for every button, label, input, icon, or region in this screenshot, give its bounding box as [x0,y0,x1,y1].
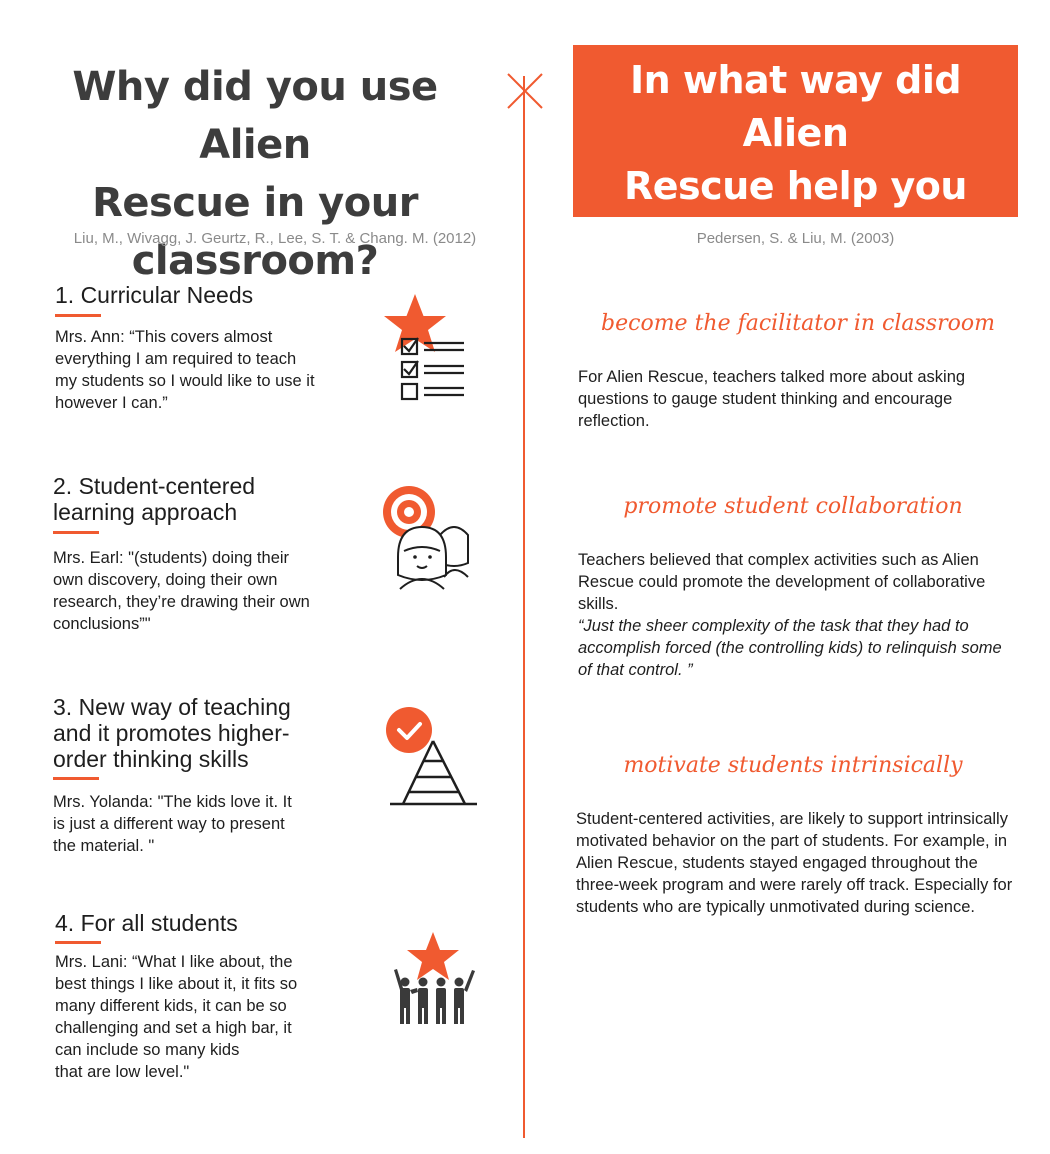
section-4-quote: Mrs. Lani: “What I like about, the best … [55,953,298,1081]
section-title-line: order thinking skills [53,746,249,772]
section-title-line: 3. New way of teaching [53,694,291,720]
right-heading-2: promote student collaboration [623,494,963,519]
right-title-banner [573,45,1018,217]
section-title-line: 2. Student-centered [53,473,256,499]
section-title-line: and it promotes higher- [53,720,290,746]
right-title-line: In what way did Alien [629,58,962,155]
left-title-line: Rescue in your [92,180,418,226]
right-italic-quote-2: “Just the sheer complexity of the task t… [578,617,1002,679]
right-paragraph-2: Teachers believed that complex activitie… [578,551,986,613]
right-citation: Pedersen, S. & Liu, M. (2003) [696,230,895,247]
close-x-icon [507,73,543,109]
section-2-title: 2. Student-centered learning approach [53,473,383,525]
section-1-rule [55,314,101,317]
right-title-line: teach? [726,217,865,261]
section-title-line: 1. Curricular Needs [55,282,254,308]
section-1-quote: Mrs. Ann: “This covers almost everything… [55,328,315,412]
section-4-rule [55,941,101,944]
people-star-icon [394,932,475,1024]
left-title-line: classroom? [131,238,379,284]
section-2-quote: Mrs. Earl: "(students) doing their own d… [53,549,310,633]
left-citation: Liu, M., Wivagg, J. Geurtz, R., Lee, S. … [73,230,477,247]
section-3-rule [53,777,99,780]
right-heading-1: become the facilitator in classroom [601,311,995,336]
right-title: In what way did Alien Rescue help you te… [573,54,1018,266]
right-paragraph-1: For Alien Rescue, teachers talked more a… [578,368,966,430]
section-1-title: 1. Curricular Needs [55,282,375,308]
right-paragraph-3: Student-centered activities, are likely … [576,810,1013,916]
section-3-quote: Mrs. Yolanda: "The kids love it. It is j… [53,793,292,855]
section-title-line: 4. For all students [55,910,238,936]
left-title-line: Why did you use Alien [72,64,438,168]
checklist-star-icon [384,294,464,401]
pyramid-check-icon [386,707,477,806]
right-title-line: Rescue help you [624,164,967,208]
section-2-rule [53,531,99,534]
left-title: Why did you use Alien Rescue in your cla… [20,58,490,290]
section-3-title: 3. New way of teaching and it promotes h… [53,694,383,772]
right-heading-3: motivate students intrinsically [623,753,963,778]
section-title-line: learning approach [53,499,238,525]
students-target-icon [383,486,469,590]
center-divider-line [523,76,525,1138]
section-4-title: 4. For all students [55,910,385,936]
